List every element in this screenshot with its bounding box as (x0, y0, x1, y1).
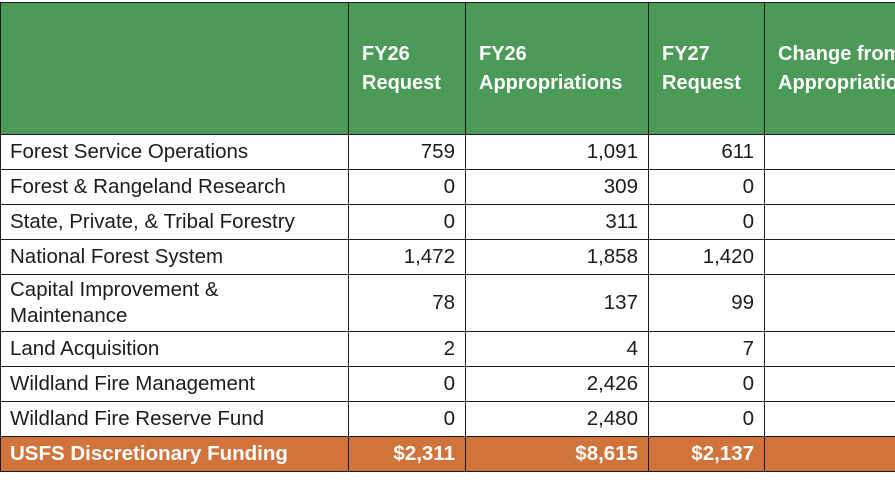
header-line: Appropriations (479, 71, 623, 94)
cell-fy27-request: 611 (648, 134, 765, 170)
cell-change (764, 331, 895, 367)
total-row: USFS Discretionary Funding $2,311 $8,615… (0, 436, 895, 472)
header-line: Appropriations (778, 71, 895, 94)
table-row: Forest & Rangeland Research 0 309 0 (0, 169, 895, 205)
row-label-line: Maintenance (10, 304, 128, 327)
usfs-budget-table: FY26 Request FY26 Appropriations FY27 Re… (0, 2, 895, 472)
cell-fy26-request: 78 (348, 274, 466, 332)
row-label-line: Capital Improvement & (10, 278, 219, 301)
cell-fy26-appropriations: 311 (465, 204, 649, 240)
cell-fy26-appropriations: 1,091 (465, 134, 649, 170)
row-label: Forest Service Operations (0, 134, 349, 170)
cell-fy26-appropriations: 4 (465, 331, 649, 367)
cell-fy27-request: 0 (648, 401, 765, 437)
table-row: Land Acquisition 2 4 7 (0, 331, 895, 367)
total-label: USFS Discretionary Funding (0, 436, 349, 472)
row-label: Forest & Rangeland Research (0, 169, 349, 205)
row-label: State, Private, & Tribal Forestry (0, 204, 349, 240)
cell-fy26-request: 2 (348, 331, 466, 367)
header-line: FY26 (479, 42, 527, 65)
budget-table-container: FY26 Request FY26 Appropriations FY27 Re… (0, 2, 895, 484)
table-row: National Forest System 1,472 1,858 1,420 (0, 239, 895, 275)
cell-fy27-request: 0 (648, 366, 765, 402)
table-row: Forest Service Operations 759 1,091 611 (0, 134, 895, 170)
table-row: Wildland Fire Reserve Fund 0 2,480 0 (0, 401, 895, 437)
header-row: FY26 Request FY26 Appropriations FY27 Re… (0, 2, 895, 135)
row-label: Land Acquisition (0, 331, 349, 367)
row-label: Wildland Fire Reserve Fund (0, 401, 349, 437)
header-line: FY27 (662, 42, 710, 65)
header-fy26-request: FY26 Request (348, 2, 466, 135)
cell-change (764, 134, 895, 170)
cell-fy26-request: 0 (348, 401, 466, 437)
cell-fy27-request: 1,420 (648, 239, 765, 275)
cell-change (764, 204, 895, 240)
cell-fy26-appropriations: 309 (465, 169, 649, 205)
cell-fy26-request: 0 (348, 366, 466, 402)
cell-fy26-request: 0 (348, 169, 466, 205)
table-row: Capital Improvement & Maintenance 78 137… (0, 274, 895, 332)
row-label: National Forest System (0, 239, 349, 275)
cell-fy27-request: 0 (648, 204, 765, 240)
table-row: State, Private, & Tribal Forestry 0 311 … (0, 204, 895, 240)
cell-fy26-request: 759 (348, 134, 466, 170)
cell-fy26-appropriations: 137 (465, 274, 649, 332)
header-fy27-request: FY27 Request (648, 2, 765, 135)
header-fy26-appropriations: FY26 Appropriations (465, 2, 649, 135)
cell-fy27-request: 0 (648, 169, 765, 205)
cell-fy26-appropriations: 1,858 (465, 239, 649, 275)
cell-fy27-request: 7 (648, 331, 765, 367)
cell-change (764, 274, 895, 332)
cell-change (764, 366, 895, 402)
total-fy27-request: $2,137 (648, 436, 765, 472)
header-line: Change from (778, 42, 895, 65)
header-line: Request (362, 71, 441, 94)
cell-fy26-appropriations: 2,426 (465, 366, 649, 402)
cell-change (764, 169, 895, 205)
header-line: Request (662, 71, 741, 94)
cell-change (764, 401, 895, 437)
total-change (764, 436, 895, 472)
total-fy26-request: $2,311 (348, 436, 466, 472)
row-label: Capital Improvement & Maintenance (0, 274, 349, 332)
table-row: Wildland Fire Management 0 2,426 0 (0, 366, 895, 402)
cell-change (764, 239, 895, 275)
header-line: FY26 (362, 42, 410, 65)
cell-fy27-request: 99 (648, 274, 765, 332)
header-blank (0, 2, 349, 135)
header-change-from-appropriations: Change from Appropriations (764, 2, 895, 135)
cell-fy26-request: 1,472 (348, 239, 466, 275)
cell-fy26-request: 0 (348, 204, 466, 240)
cell-fy26-appropriations: 2,480 (465, 401, 649, 437)
total-fy26-appropriations: $8,615 (465, 436, 649, 472)
row-label: Wildland Fire Management (0, 366, 349, 402)
